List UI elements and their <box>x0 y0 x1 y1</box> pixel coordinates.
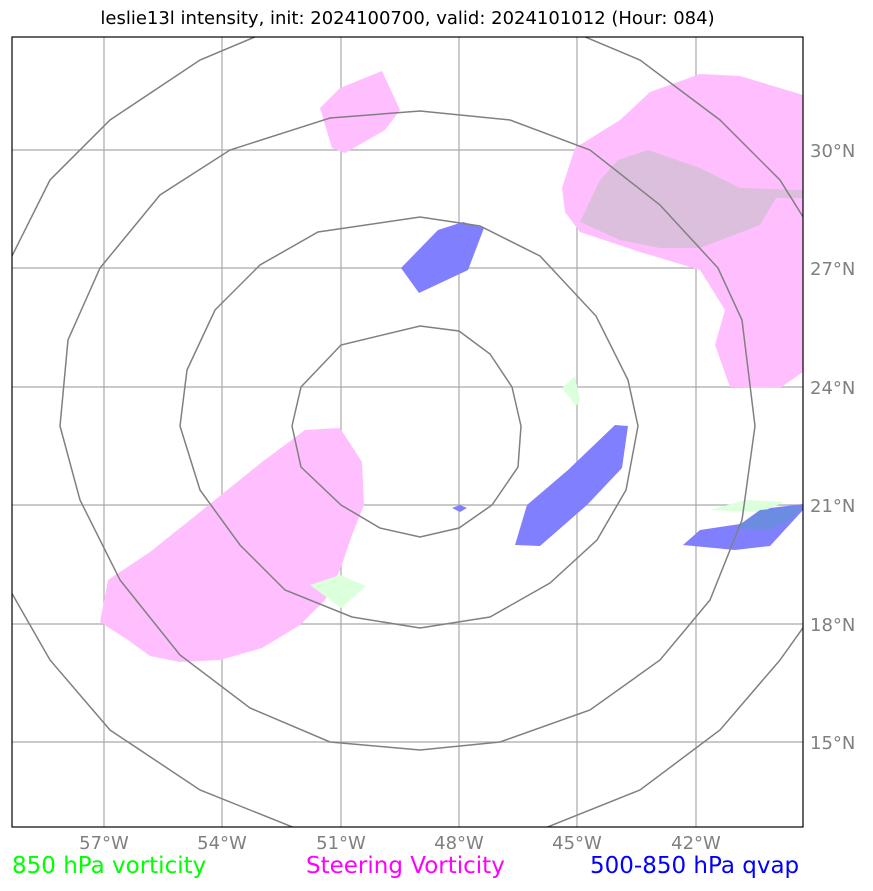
vort850-areas <box>310 376 785 608</box>
map-frame <box>11 36 804 828</box>
lon-tick-48w: 48°W <box>434 833 484 854</box>
lon-tick-54w: 54°W <box>197 833 247 854</box>
qvap-area <box>515 425 628 546</box>
vort850-area <box>710 500 785 512</box>
lon-tick-42w: 42°W <box>671 833 721 854</box>
lon-tick-51w: 51°W <box>316 833 366 854</box>
legend-steering-vorticity: Steering Vorticity <box>306 853 505 879</box>
latitude-tick-labels: 30°N 27°N 24°N 21°N 18°N 15°N <box>810 141 855 754</box>
steering-vorticity-area <box>320 71 400 153</box>
vort850-area <box>310 575 366 608</box>
steering-vorticity-areas <box>100 71 803 662</box>
lat-tick-24n: 24°N <box>810 378 855 399</box>
range-ring-4 <box>12 37 803 827</box>
lat-tick-21n: 21°N <box>810 496 855 517</box>
longitude-tick-labels: 57°W 54°W 51°W 48°W 45°W 42°W <box>79 833 721 854</box>
lat-tick-18n: 18°N <box>810 615 855 636</box>
range-ring-3 <box>59 110 756 751</box>
legend-850-vorticity: 850 hPa vorticity <box>12 853 207 879</box>
lat-tick-30n: 30°N <box>810 141 855 162</box>
lon-tick-57w: 57°W <box>79 833 129 854</box>
lat-tick-15n: 15°N <box>810 733 855 754</box>
lon-tick-45w: 45°W <box>552 833 602 854</box>
steering-vorticity-area <box>100 428 364 662</box>
range-ring-1 <box>291 325 522 538</box>
range-rings <box>12 37 803 827</box>
chart-title: leslie13l intensity, init: 2024100700, v… <box>100 8 715 29</box>
qvap-area <box>452 505 467 512</box>
gridlines <box>12 37 803 827</box>
legend-qvap: 500-850 hPa qvap <box>590 853 800 879</box>
vort850-area <box>562 376 580 406</box>
qvap-area <box>401 222 484 293</box>
range-ring-2 <box>179 216 639 629</box>
lat-tick-27n: 27°N <box>810 259 855 280</box>
vort850-qvap-overlap <box>735 506 803 530</box>
overlap-area <box>580 150 803 248</box>
